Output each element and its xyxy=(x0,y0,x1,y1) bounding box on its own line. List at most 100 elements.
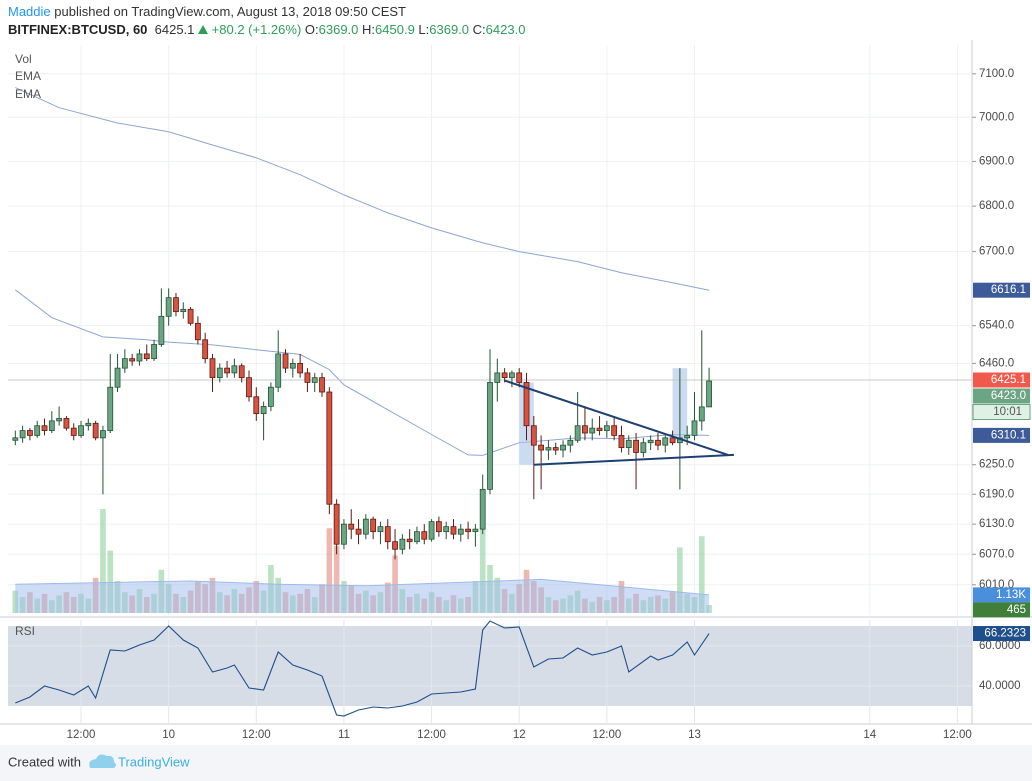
candle-body xyxy=(596,427,603,431)
candle-body xyxy=(457,528,464,535)
candle-body xyxy=(231,365,238,374)
candle-body xyxy=(41,425,48,431)
candle-body xyxy=(530,425,537,446)
author[interactable]: Maddie xyxy=(8,4,51,19)
rsi-badge xyxy=(973,626,1030,642)
x-tick-label: 12:00 xyxy=(592,729,621,741)
x-tick-label: 12:00 xyxy=(242,729,271,741)
candle-body xyxy=(282,353,289,369)
y-tick-label: 7100.0 xyxy=(979,68,1014,80)
candle-body xyxy=(27,430,33,436)
candle-body xyxy=(253,396,260,415)
candle-body xyxy=(684,435,691,439)
candle-body xyxy=(180,308,187,313)
candle-body xyxy=(669,437,676,444)
candle-body xyxy=(63,418,70,429)
candle-body xyxy=(92,422,99,439)
candle-body xyxy=(370,518,377,533)
candle-body xyxy=(377,526,384,533)
candle-body xyxy=(560,444,566,451)
y-tick-label: 7000.0 xyxy=(979,111,1014,123)
last-price: 6425.1 xyxy=(154,22,195,37)
trendline xyxy=(504,379,729,456)
candle-body xyxy=(121,358,128,369)
change: +80.2 (+1.26%) xyxy=(211,22,302,37)
ema-line xyxy=(15,87,710,291)
candle-body xyxy=(691,420,698,436)
ohlc-label: O: xyxy=(304,22,319,37)
candle-body xyxy=(582,425,588,434)
candle-body xyxy=(494,372,501,383)
candle-body xyxy=(523,382,530,427)
candle-body xyxy=(662,437,669,446)
candle-body xyxy=(428,521,435,540)
candle-body xyxy=(311,377,318,383)
candle-body xyxy=(348,523,355,530)
x-tick-label: 10 xyxy=(162,729,175,741)
legend-entry: Vol xyxy=(15,52,32,66)
y-tick-label: 40.0000 xyxy=(979,680,1021,692)
candle-body xyxy=(698,406,705,422)
candle-body xyxy=(706,380,712,408)
price-badge-label: 465 xyxy=(1007,604,1026,616)
x-tick-label: 13 xyxy=(688,729,701,741)
candle-body xyxy=(202,339,209,360)
candle-body xyxy=(414,531,420,543)
logo-icon xyxy=(89,754,116,768)
y-tick-label: 6460.0 xyxy=(979,357,1014,369)
price-badge xyxy=(973,388,1030,404)
candle-body xyxy=(260,406,267,415)
candle-body xyxy=(129,358,136,362)
candle-body xyxy=(567,439,574,446)
candle-body xyxy=(384,526,391,543)
candle-body xyxy=(611,425,618,436)
volume-bar xyxy=(100,509,106,613)
ohlc-label: C: xyxy=(472,22,486,37)
candle-body xyxy=(501,372,508,379)
ohlc-value: 6450.9 xyxy=(375,22,415,37)
candle-body xyxy=(552,447,559,451)
candle-body xyxy=(341,523,347,545)
candle-body xyxy=(114,367,121,388)
candle-body xyxy=(655,439,661,446)
price-badge-label: 6425.1 xyxy=(991,374,1026,386)
footer-brand[interactable]: TradingView xyxy=(118,754,190,769)
x-tick-label: 12:00 xyxy=(67,729,96,741)
candle-body xyxy=(238,365,245,379)
candle-body xyxy=(574,425,581,441)
candle-body xyxy=(158,315,165,345)
candle-body xyxy=(12,437,19,441)
candle-body xyxy=(487,382,493,490)
y-tick-label: 6900.0 xyxy=(979,155,1014,167)
candle-body xyxy=(443,526,450,533)
candle-body xyxy=(194,322,201,341)
y-tick-label: 60.0000 xyxy=(979,640,1021,652)
volume-ma-line xyxy=(15,578,710,596)
ohlc-label: H: xyxy=(362,22,376,37)
rsi-band xyxy=(8,626,972,706)
candle-body xyxy=(289,362,296,369)
candle-body xyxy=(326,391,333,505)
candle-body xyxy=(516,372,523,383)
candle-body xyxy=(640,442,647,453)
candle-body xyxy=(165,297,172,317)
candle-body xyxy=(268,386,274,407)
candle-body xyxy=(216,367,223,379)
volume-bar xyxy=(392,555,398,613)
candle-body xyxy=(333,503,340,545)
y-tick-label: 6800.0 xyxy=(979,200,1014,212)
candle-body xyxy=(34,425,41,436)
x-tick-label: 12:00 xyxy=(943,729,972,741)
candle-body xyxy=(625,439,632,448)
candle-body xyxy=(633,439,639,453)
candle-body xyxy=(56,418,63,422)
volume-bar xyxy=(479,526,486,613)
candle-body xyxy=(603,425,610,431)
candle-body xyxy=(304,372,311,383)
ohlc-value: 6369.0 xyxy=(318,22,359,37)
candle-body xyxy=(78,425,84,436)
candle-body xyxy=(275,353,282,388)
candle-body xyxy=(509,372,515,379)
volume-ma-fill xyxy=(15,579,710,613)
ohlc-value: 6369.0 xyxy=(429,22,470,37)
